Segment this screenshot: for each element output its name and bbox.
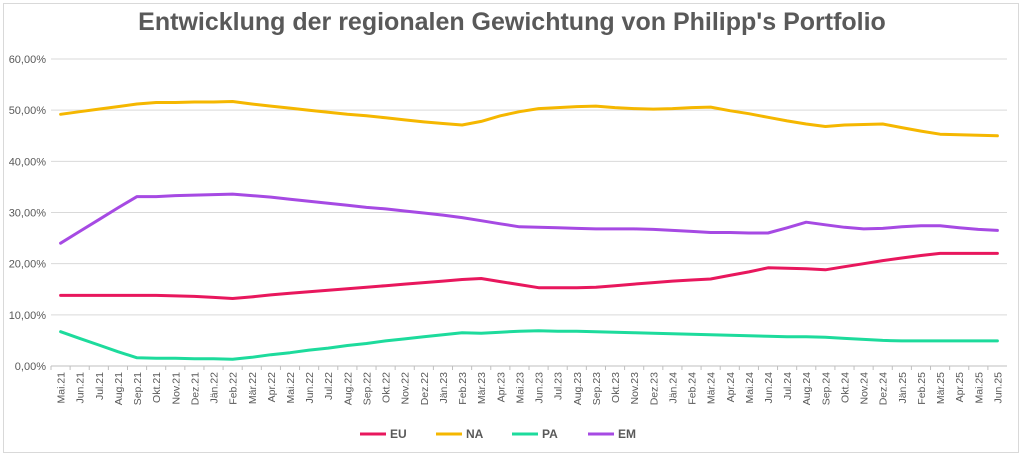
y-tick-label: 30,00% [9, 208, 47, 220]
y-tick-label: 0,00% [15, 361, 46, 373]
x-tick-label: Dez.23 [648, 372, 660, 405]
chart-title: Entwicklung der regionalen Gewichtung vo… [138, 8, 886, 36]
x-tick-label: Dez.24 [878, 372, 890, 405]
x-tick-label: Jän.24 [667, 372, 679, 404]
x-tick-label: Apr.22 [266, 372, 278, 403]
y-tick-label: 20,00% [9, 259, 47, 271]
x-tick-label: Okt.22 [381, 372, 393, 403]
x-tick-label: Okt.24 [839, 372, 851, 403]
x-tick-label: Nov.22 [400, 372, 412, 405]
x-tick-label: Aug.21 [113, 372, 125, 405]
x-tick-label: Feb.23 [457, 372, 469, 405]
x-tick-label: Nov.21 [170, 372, 182, 405]
x-tick-label: Jun.21 [75, 372, 87, 404]
x-tick-label: Aug.24 [801, 372, 813, 405]
gridlines [51, 58, 1007, 367]
x-tick-label: Jun.25 [992, 372, 1004, 404]
x-tick-label: Jän.25 [897, 372, 909, 404]
legend-label-eu: EU [390, 427, 407, 441]
series-line-pa [59, 329, 999, 361]
x-tick-label: Feb.25 [916, 372, 928, 405]
x-tick-label: Mai.25 [973, 372, 985, 404]
x-tick-label: Jul.24 [782, 372, 794, 400]
x-tick-label: Dez.22 [419, 372, 431, 405]
series-line-em [59, 192, 999, 245]
x-tick-label: Mär.23 [476, 372, 488, 404]
y-tick-label: 60,00% [9, 54, 47, 66]
x-tick-label: Mär.24 [706, 372, 718, 404]
x-tick-label: Apr.23 [495, 372, 507, 403]
x-tick-label: Okt.21 [151, 372, 163, 403]
y-tick-label: 50,00% [9, 105, 47, 117]
x-tick-label: Mai.24 [744, 372, 756, 404]
x-tick-label: Sep.24 [820, 372, 832, 405]
x-tick-label: Jul.21 [94, 372, 106, 400]
x-tick-label: Mai.23 [514, 372, 526, 404]
x-tick-label: Jun.22 [304, 372, 316, 404]
x-tick-label: Jul.22 [323, 372, 335, 400]
x-tick-label: Mär.22 [247, 372, 259, 404]
legend: EU NA PA EM [360, 427, 636, 441]
x-tick-label: Sep.22 [361, 372, 373, 405]
y-tick-label: 40,00% [9, 156, 47, 168]
x-tick-label: Jun.23 [534, 372, 546, 404]
series-lines [59, 100, 999, 361]
legend-label-pa: PA [542, 427, 558, 441]
series-line-na [59, 100, 999, 138]
y-tick-label: 10,00% [9, 310, 47, 322]
x-tick-label: Jän.23 [438, 372, 450, 404]
x-tick-label: Mai.21 [56, 372, 68, 404]
x-tick-label: Sep.21 [132, 372, 144, 405]
x-tick-label: Feb.24 [687, 372, 699, 405]
x-tick-label: Mai.22 [285, 372, 297, 404]
x-tick-label: Aug.22 [342, 372, 354, 405]
legend-label-na: NA [466, 427, 484, 441]
x-tick-label: Mär.25 [935, 372, 947, 404]
x-tick-label: Jän.22 [209, 372, 221, 404]
x-tick-label: Nov.23 [629, 372, 641, 405]
x-tick-label: Nov.24 [859, 372, 871, 405]
x-tick-label: Aug.23 [572, 372, 584, 405]
y-axis-ticks: 0,00% 10,00% 20,00% 30,00% 40,00% 50,00% 60,00… [9, 54, 47, 373]
x-tick-label: Okt.23 [610, 372, 622, 403]
legend-label-em: EM [618, 427, 636, 441]
x-tick-label: Sep.23 [591, 372, 603, 405]
x-tick-label: Jun.24 [763, 372, 775, 404]
chart-frame [3, 3, 1019, 453]
series-line-eu [59, 251, 999, 300]
x-tick-label: Apr.24 [725, 372, 737, 403]
x-tick-label: Jul.23 [553, 372, 565, 400]
x-tick-label: Apr.25 [954, 372, 966, 403]
x-axis-ticks: Mai.21 Jun.21 Jul.21 Aug.21 Sep.21 Okt.21 Nov.… [50, 366, 1004, 405]
x-tick-label: Dez.21 [189, 372, 201, 405]
x-tick-label: Feb.22 [228, 372, 240, 405]
